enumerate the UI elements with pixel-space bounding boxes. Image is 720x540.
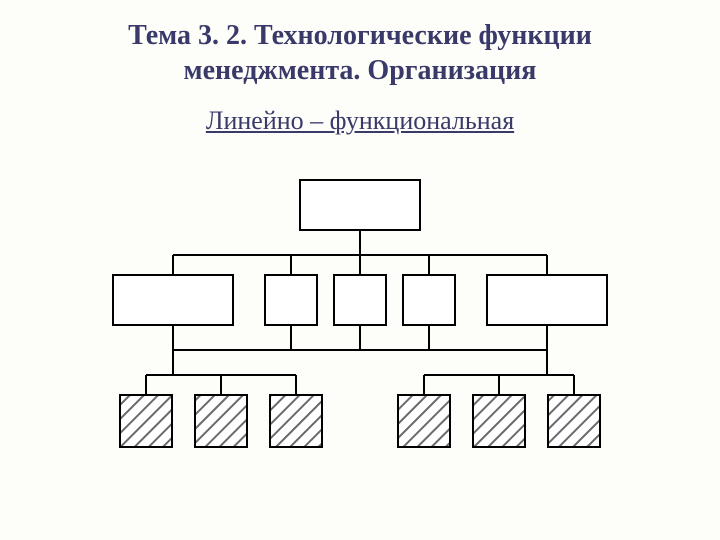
node-b1 (120, 395, 172, 447)
node-b5 (473, 395, 525, 447)
title-line-2: менеджмента. Организация (184, 55, 537, 86)
node-b4 (398, 395, 450, 447)
slide-subtitle: Линейно – функциональная (0, 106, 720, 136)
node-m1 (113, 275, 233, 325)
node-b3 (270, 395, 322, 447)
org-chart-diagram (0, 170, 720, 510)
slide-title: Тема 3. 2. Технологические функции менед… (0, 18, 720, 88)
diagram-svg (0, 170, 720, 510)
title-line-1: Тема 3. 2. Технологические функции (128, 20, 592, 51)
node-m3 (334, 275, 386, 325)
node-b2 (195, 395, 247, 447)
node-m2 (265, 275, 317, 325)
node-b6 (548, 395, 600, 447)
node-top (300, 180, 420, 230)
node-m4 (403, 275, 455, 325)
node-m5 (487, 275, 607, 325)
